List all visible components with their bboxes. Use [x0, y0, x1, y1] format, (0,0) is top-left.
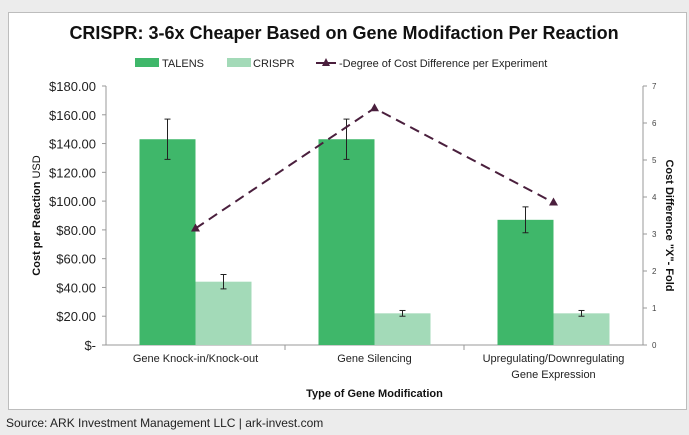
bar-crispr: [553, 313, 610, 345]
y-tick-label: $180.00: [49, 79, 96, 94]
y2-tick-label: 7: [652, 82, 657, 91]
chart-title: CRISPR: 3-6x Cheaper Based on Gene Modif…: [69, 23, 618, 43]
legend-label-cost-difference: -Degree of Cost Difference per Experimen…: [339, 58, 547, 70]
legend-label-talens: TALENS: [162, 58, 204, 70]
y-tick-label: $160.00: [49, 108, 96, 123]
line-point-marker: [370, 103, 379, 112]
x-tick-label: Gene Knock-in/Knock-out: [133, 353, 258, 365]
y2-tick-label: 0: [652, 341, 657, 350]
y-tick-label: $-: [84, 338, 96, 353]
bar-crispr: [374, 313, 431, 345]
y2-tick-label: 6: [652, 119, 657, 128]
bar-talens: [139, 139, 196, 345]
y2-tick-label: 1: [652, 304, 657, 313]
legend-swatch-talens: [135, 58, 159, 67]
x-tick-label: Gene Expression: [511, 369, 595, 381]
y2-axis-label: Cost Difference "X"- Fold: [663, 159, 675, 291]
legend-marker-cost-difference: [322, 58, 330, 66]
legend-swatch-crispr: [227, 58, 251, 67]
y-tick-label: $120.00: [49, 165, 96, 180]
y2-tick-label: 3: [652, 230, 657, 239]
y-tick-label: $20.00: [56, 309, 96, 324]
y2-tick-label: 5: [652, 156, 657, 165]
bar-talens: [497, 219, 554, 345]
x-axis-label: Type of Gene Modification: [306, 388, 443, 400]
y2-tick-label: 2: [652, 267, 657, 276]
x-tick-label: Upregulating/Downregulating: [483, 353, 625, 365]
y-tick-label: $60.00: [56, 252, 96, 267]
y-tick-label: $100.00: [49, 194, 96, 209]
line-point-marker: [191, 223, 200, 232]
legend-label-crispr: CRISPR: [253, 58, 295, 70]
bar-talens: [318, 139, 375, 345]
x-tick-label: Gene Silencing: [337, 353, 412, 365]
y-axis-label: Cost per Reaction USD: [31, 155, 43, 275]
line-point-marker: [549, 197, 558, 206]
y-tick-label: $80.00: [56, 223, 96, 238]
y-tick-label: $40.00: [56, 280, 96, 295]
y2-tick-label: 4: [652, 193, 657, 202]
source-note: Source: ARK Investment Management LLC | …: [6, 416, 324, 430]
bar-crispr: [195, 281, 252, 345]
y-tick-label: $140.00: [49, 137, 96, 152]
